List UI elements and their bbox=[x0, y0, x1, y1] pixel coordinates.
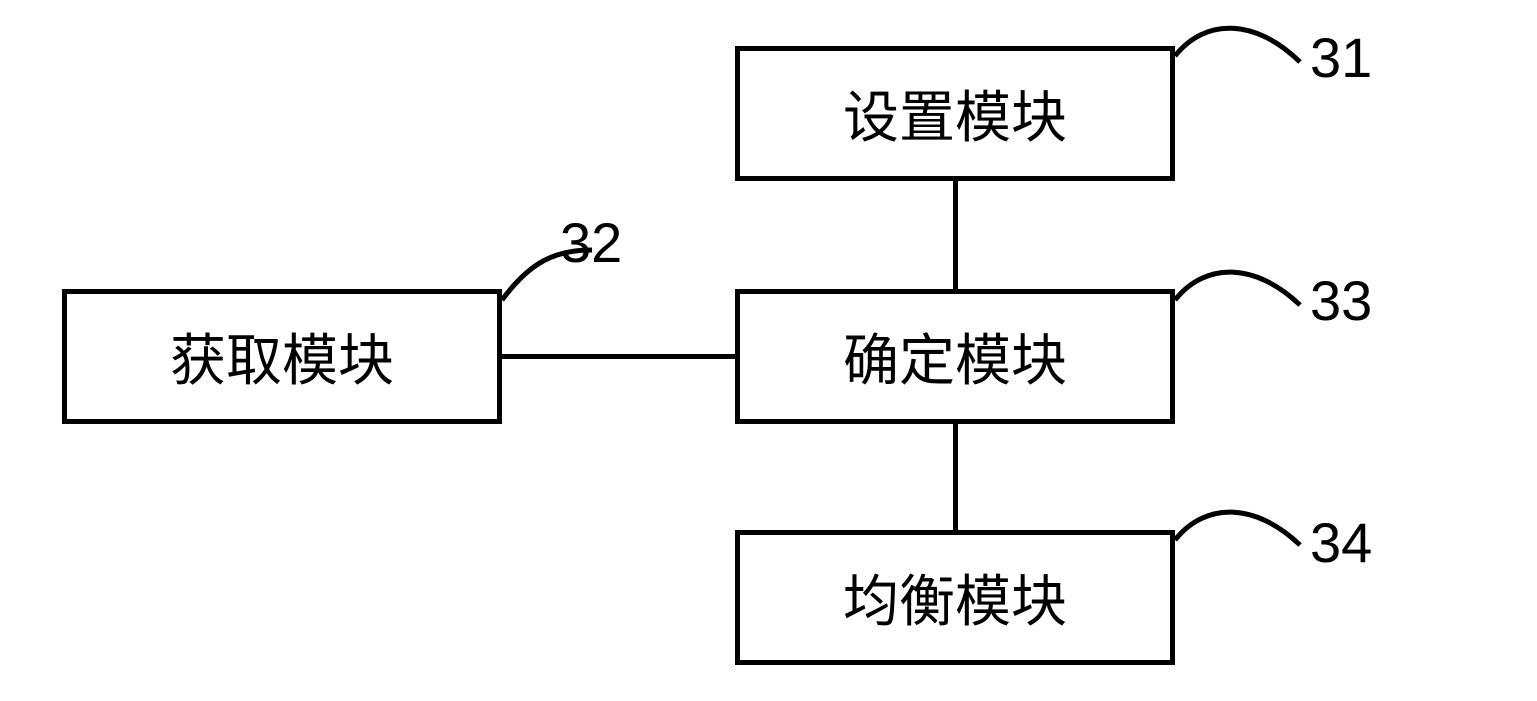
ref-label-31: 31 bbox=[1310, 25, 1372, 90]
ref-label-32: 32 bbox=[560, 210, 622, 275]
ref-label-34: 34 bbox=[1310, 510, 1372, 575]
ref-label-33: 33 bbox=[1310, 268, 1372, 333]
leader-34 bbox=[0, 0, 1537, 701]
